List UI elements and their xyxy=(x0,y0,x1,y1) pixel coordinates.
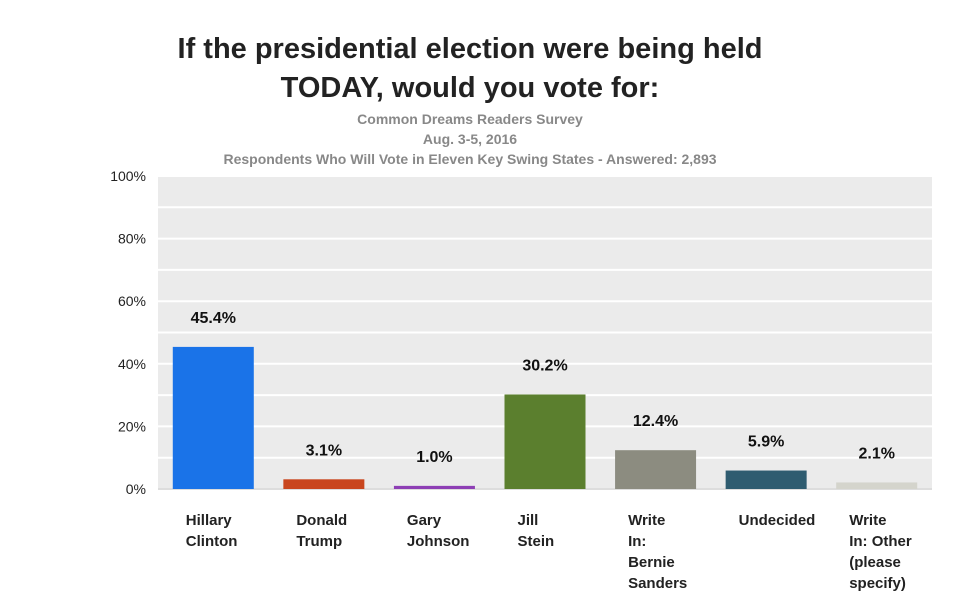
y-tick-label: 100% xyxy=(110,168,146,184)
x-tick-label-line: Trump xyxy=(296,533,343,550)
x-tick-label-line: Jill xyxy=(517,512,539,529)
y-tick-label: 20% xyxy=(118,418,146,434)
x-tick-label-line: Gary xyxy=(406,512,442,529)
x-tick-label-line: specify) xyxy=(849,575,906,592)
x-tick-label: Gary Johnson xyxy=(407,510,497,552)
x-tick-label-line: Johnson xyxy=(406,533,470,550)
value-label: 1.0% xyxy=(416,449,452,466)
value-label: 5.9% xyxy=(748,434,784,451)
x-tick-label: Hillary Clinton xyxy=(186,510,276,552)
value-label: 2.1% xyxy=(858,445,894,462)
bar xyxy=(393,485,475,489)
y-tick-label: 0% xyxy=(126,481,146,497)
x-tick-label-line: In: Other xyxy=(849,533,912,550)
chart-subtitle-survey: Common Dreams Readers Survey xyxy=(357,111,583,127)
x-tick-label-line: Stein xyxy=(517,533,555,550)
value-label: 3.1% xyxy=(306,442,342,459)
bar xyxy=(836,482,918,489)
value-label: 45.4% xyxy=(191,310,236,327)
chart-title-line1: If the presidential election were being … xyxy=(177,33,763,65)
y-tick-label: 40% xyxy=(118,356,146,372)
bar xyxy=(283,479,365,489)
x-tick-label: Donald Trump xyxy=(296,510,386,552)
chart-subtitle-date: Aug. 3-5, 2016 xyxy=(422,131,518,147)
value-label: 12.4% xyxy=(633,413,678,430)
value-label: 30.2% xyxy=(522,357,567,374)
x-tick-label: Write In: Bernie Sanders xyxy=(628,510,718,594)
chart-title-line2: TODAY, would you vote for: xyxy=(280,72,660,104)
x-tick-label-line: Write xyxy=(849,512,887,529)
y-tick-label: 60% xyxy=(118,293,146,309)
x-tick-label-line: Bernie xyxy=(628,554,675,571)
x-tick-label: Write In: Other (please specify) xyxy=(849,510,939,594)
x-tick-label: Jill Stein xyxy=(518,510,608,552)
y-tick-label: 80% xyxy=(118,231,146,247)
x-tick-label-line: Hillary xyxy=(185,512,232,529)
x-tick-label-line: Donald xyxy=(296,512,348,529)
chart-subtitle-respondents: Respondents Who Will Vote in Eleven Key … xyxy=(223,151,717,167)
bar xyxy=(725,470,807,489)
bar xyxy=(504,394,586,489)
bar xyxy=(172,346,254,489)
x-tick-label-line: In: xyxy=(628,533,647,550)
x-tick-label-line: Clinton xyxy=(185,533,238,550)
x-tick-label-line: Sanders xyxy=(628,575,688,592)
x-tick-label: Undecided xyxy=(739,510,829,531)
bar xyxy=(615,450,697,489)
x-tick-label-line: Undecided xyxy=(738,512,816,529)
x-tick-label-line: Write xyxy=(628,512,666,529)
x-tick-label-line: (please xyxy=(849,554,901,571)
